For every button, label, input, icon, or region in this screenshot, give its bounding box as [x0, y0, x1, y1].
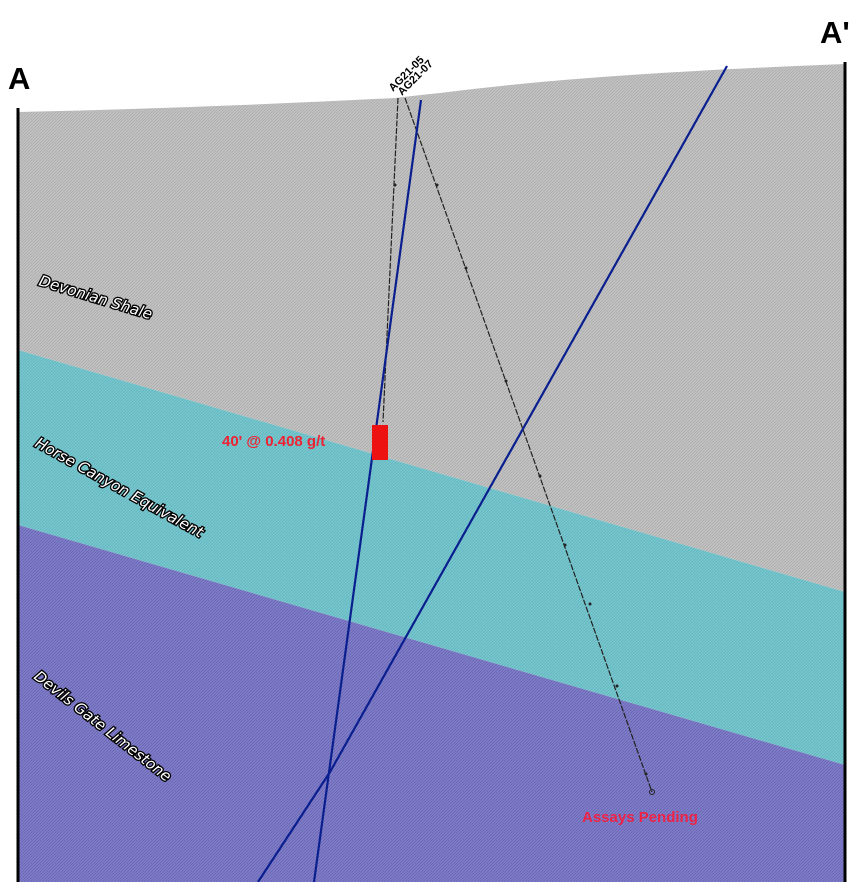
- unit-horse-canyon-polygon: [18, 350, 845, 765]
- drill-hole-ag21-05-ticks: [393, 183, 655, 795]
- drill-hole-ag21-07-trace: [312, 99, 423, 882]
- assay-interval-marker: [372, 425, 388, 460]
- assays-pending-label: Assays Pending: [582, 809, 698, 826]
- section-end-label: A': [820, 15, 850, 50]
- drill-hole-ag21-05-trace: [382, 97, 653, 793]
- unit-devonian-shale-polygon: [18, 64, 845, 592]
- assay-result-label: 40' @ 0.408 g/t: [222, 433, 325, 450]
- unit-devils-gate-polygon: [18, 525, 845, 882]
- drill-hole-steep-trace: [257, 65, 728, 882]
- section-start-label: A: [8, 61, 30, 96]
